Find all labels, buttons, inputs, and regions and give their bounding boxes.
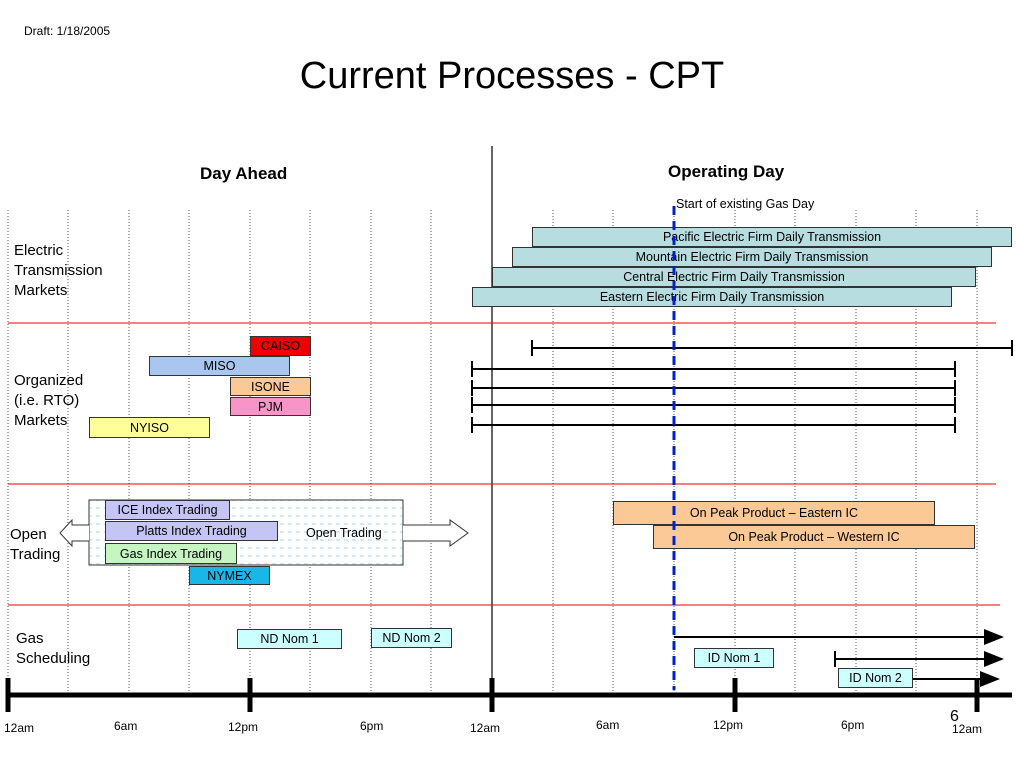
timeline-major-ticks [5, 678, 980, 712]
pacific-transmission-bar: Pacific Electric Firm Daily Transmission [532, 227, 1012, 247]
caiso-box: CAISO [250, 336, 311, 356]
on-peak-eastern-box: On Peak Product – Eastern IC [613, 501, 935, 525]
row-label-gas: Gas Scheduling [16, 630, 91, 667]
nd-nom-2-box: ND Nom 2 [371, 628, 452, 648]
row-label-organized: Organized (i.e. RTO) Markets [14, 372, 84, 429]
tick-label-6pm-1: 6pm [360, 719, 384, 733]
gas-day-note: Start of existing Gas Day [676, 197, 815, 211]
tick-label-12am-2: 12am [470, 721, 501, 735]
on-peak-western-box: On Peak Product – Western IC [653, 525, 975, 549]
ice-index-trading-box: ICE Index Trading [105, 500, 230, 520]
tick-label-12am-1: 12am [4, 721, 35, 735]
tick-label-12pm-2: 12pm [713, 718, 744, 732]
operating-day-header: Operating Day [668, 162, 785, 181]
tick-label-12pm-1: 12pm [228, 720, 259, 734]
isone-box: ISONE [230, 377, 311, 396]
gas-arrows [674, 629, 1004, 687]
row-separators [8, 322, 1000, 606]
open-trading-right-arrow [403, 519, 469, 547]
vertical-gridlines [7, 210, 978, 692]
rto-operating-spans [471, 340, 1013, 433]
nymex-box: NYMEX [189, 566, 270, 585]
tick-label-12am-3: 12am [952, 722, 983, 736]
gas-index-trading-box: Gas Index Trading [105, 543, 237, 564]
open-trading-left-arrow [59, 518, 89, 548]
page-title: Current Processes - CPT [299, 55, 725, 97]
id-nom-1-box: ID Nom 1 [694, 648, 774, 668]
day-ahead-header: Day Ahead [200, 164, 288, 183]
page-number: 6 [950, 708, 959, 725]
eastern-transmission-bar: Eastern Electric Firm Daily Transmission [472, 287, 952, 307]
central-transmission-bar: Central Electric Firm Daily Transmission [492, 267, 976, 287]
open-trading-label: Open Trading [306, 526, 382, 540]
row-label-electric: Electric Transmission Markets [14, 242, 103, 299]
nyiso-box: NYISO [89, 417, 210, 438]
tick-label-6am-2: 6am [596, 718, 620, 732]
tick-label-6pm-2: 6pm [841, 718, 865, 732]
tick-label-6am-1: 6am [114, 719, 138, 733]
draft-date: Draft: 1/18/2005 [24, 24, 111, 38]
row-label-open-trading: Open Trading [10, 526, 61, 563]
mountain-transmission-bar: Mountain Electric Firm Daily Transmissio… [512, 247, 992, 267]
platts-index-trading-box: Platts Index Trading [105, 521, 278, 541]
miso-box: MISO [149, 356, 290, 376]
id-nom-2-box: ID Nom 2 [838, 668, 913, 688]
nd-nom-1-box: ND Nom 1 [237, 629, 342, 649]
pjm-box: PJM [230, 397, 311, 416]
